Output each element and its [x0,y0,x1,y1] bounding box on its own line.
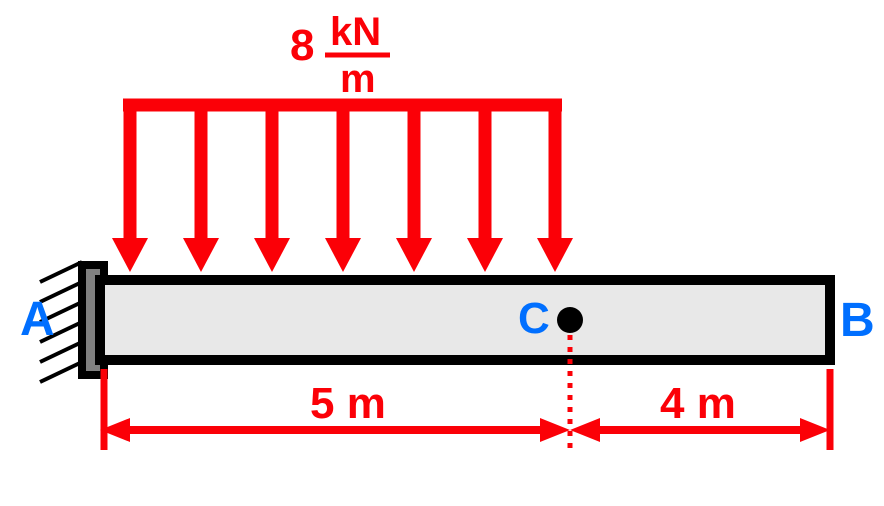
load-unit-top: kN [330,10,381,54]
point-b-label: B [840,294,875,347]
point-a-label: A [20,293,55,346]
point-c-label: C [518,294,550,343]
beam [100,280,830,360]
dimension-1-label: 5 m [310,379,386,428]
dimension-2: 4 m [570,379,830,442]
dimension-1: 5 m [100,379,570,442]
dimension-2-label: 4 m [660,379,736,428]
load-unit-bottom: m [340,57,376,101]
load-value: 8 [290,21,314,70]
load-label: 8 kN m [290,10,390,101]
point-c-dot [557,307,583,333]
distributed-load [112,105,573,272]
beam-diagram: 8 kN m A B C 5 m 4 m [0,0,884,506]
